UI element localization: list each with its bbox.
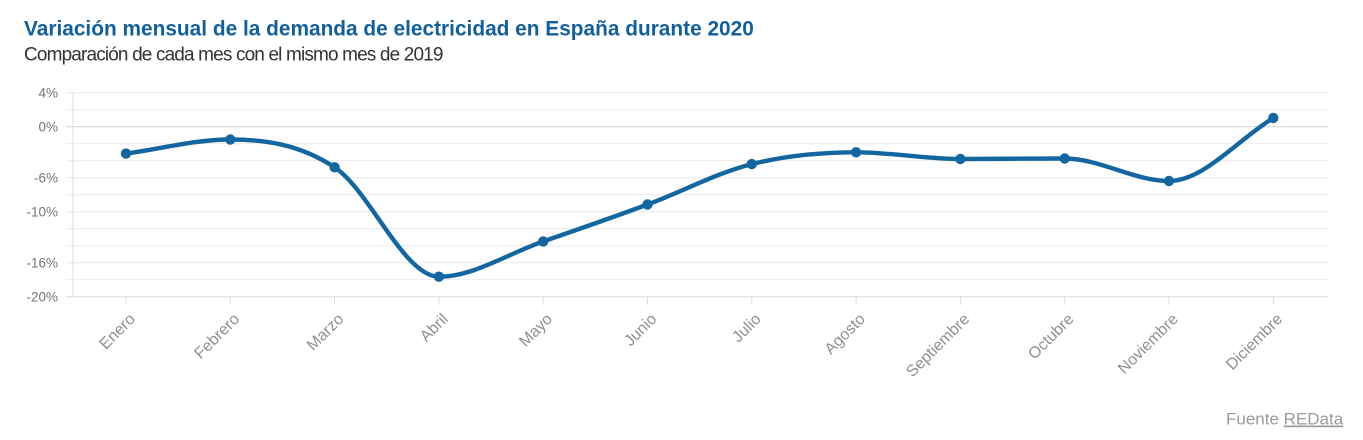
svg-text:Febrero: Febrero — [191, 311, 243, 363]
svg-text:Octubre: Octubre — [1025, 311, 1077, 363]
svg-text:4%: 4% — [38, 86, 58, 101]
svg-text:Mayo: Mayo — [516, 311, 556, 351]
svg-text:Variación mensual de la demand: Variación mensual de la demanda de elect… — [24, 18, 754, 41]
svg-text:-16%: -16% — [26, 256, 58, 271]
svg-text:Junio: Junio — [621, 311, 660, 350]
svg-text:Septiembre: Septiembre — [903, 311, 973, 381]
svg-text:0%: 0% — [38, 120, 58, 135]
svg-text:Abril: Abril — [417, 311, 452, 346]
svg-text:-20%: -20% — [26, 290, 58, 305]
svg-text:-10%: -10% — [26, 205, 58, 220]
svg-text:Comparación de cada mes con el: Comparación de cada mes con el mismo mes… — [24, 45, 443, 66]
svg-text:Marzo: Marzo — [304, 311, 348, 355]
svg-text:Julio: Julio — [729, 311, 764, 346]
svg-text:Enero: Enero — [97, 311, 139, 353]
svg-text:Agosto: Agosto — [822, 311, 869, 358]
svg-text:-6%: -6% — [34, 171, 58, 186]
svg-text:Diciembre: Diciembre — [1223, 311, 1286, 374]
svg-text:Noviembre: Noviembre — [1115, 311, 1182, 378]
svg-text:Fuente REData: Fuente REData — [1226, 410, 1344, 429]
